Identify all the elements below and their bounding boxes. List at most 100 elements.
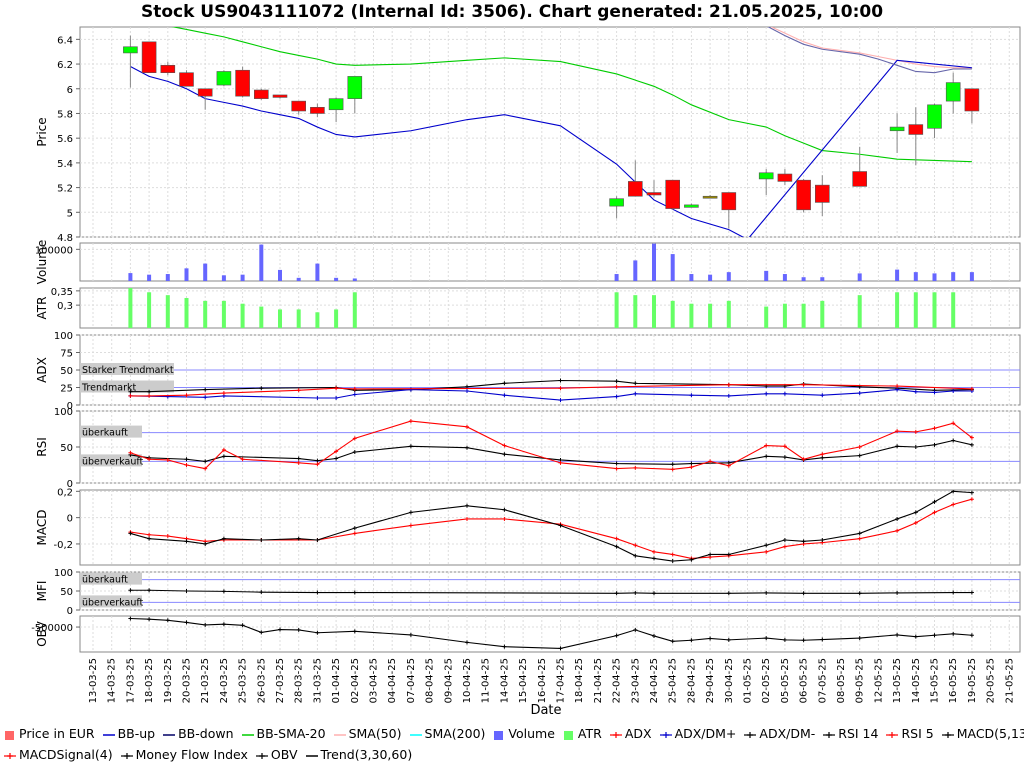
- atr-bar: [782, 303, 787, 328]
- rsi5-line-point: [147, 457, 152, 462]
- adx-y-tick-label: 100: [54, 331, 73, 342]
- volume-panel-frame: [79, 242, 1021, 282]
- rsi14-line-point: [913, 445, 918, 449]
- legend-label: RSI 14: [838, 726, 879, 741]
- x-tick-label: 01-05-25: [743, 658, 754, 703]
- obv-line-point: [951, 631, 956, 636]
- atr-y-axis-label: ATR: [35, 297, 49, 320]
- macd-line-point: [726, 552, 731, 557]
- grid-layer: [76, 27, 1020, 652]
- x-tick-label: 16-04-25: [537, 658, 548, 703]
- macd-y-tick-label: 0,2: [57, 487, 73, 498]
- legend-swatch-icon: [886, 731, 899, 738]
- obv-line-point: [184, 620, 189, 625]
- x-tick-label: 03-04-25: [369, 658, 380, 703]
- mfi-line-point: [969, 590, 974, 595]
- rsi14-line-point: [184, 457, 189, 462]
- candle-body: [758, 172, 774, 180]
- atr-bar: [951, 292, 956, 328]
- adx-guide-label-bg: [80, 363, 174, 375]
- dm-plus-line-point: [203, 395, 208, 400]
- atr-bar: [352, 292, 357, 328]
- price-y-tick-label: 5: [67, 208, 73, 219]
- macd-line-point: [221, 536, 226, 541]
- rsi14-line-point: [502, 452, 507, 457]
- legend-label: Money Flow Index: [135, 747, 248, 762]
- adx-line-point: [184, 393, 189, 398]
- atr-bar: [315, 312, 320, 328]
- x-tick-label: 06-05-25: [799, 658, 810, 703]
- dm-minus-line-point: [203, 387, 208, 392]
- atr-bar: [895, 292, 900, 328]
- x-tick-label: 11-04-25: [481, 658, 492, 703]
- x-tick-label: 07-05-25: [817, 658, 828, 703]
- legend-item: ATR: [563, 726, 602, 741]
- macd-signal-line-point: [951, 502, 956, 507]
- x-tick-label: 30-04-25: [724, 658, 735, 703]
- atr-bar: [670, 300, 675, 328]
- volume-bar: [633, 260, 638, 281]
- legend-swatch-marker: [944, 731, 951, 738]
- legend-label: Volume: [508, 726, 555, 741]
- obv-line-point: [670, 639, 675, 644]
- volume-bar: [782, 274, 787, 281]
- x-tick-label: 17-04-25: [556, 658, 567, 703]
- macd-line-point: [913, 510, 918, 515]
- legend-item: ADX: [609, 726, 652, 741]
- candle-body: [627, 181, 643, 197]
- atr-bar: [259, 306, 264, 328]
- x-tick-label: 21-04-25: [593, 658, 604, 703]
- rsi14-line-point: [857, 453, 862, 458]
- mfi-line-point: [614, 591, 619, 596]
- volume-bar: [296, 277, 301, 281]
- price-y-tick-label: 6.4: [57, 35, 73, 46]
- dm-minus-line-point: [614, 379, 619, 384]
- bb-down-line: [767, 27, 972, 74]
- atr-bar: [913, 292, 918, 328]
- rsi-guide-label-bg: [80, 454, 142, 467]
- macd-line-point: [614, 544, 619, 549]
- legend-label: SMA(200): [424, 726, 486, 741]
- dm-plus-line-point: [764, 391, 769, 396]
- rsi5-line-point: [240, 457, 245, 462]
- dm-plus-line-point: [502, 393, 507, 398]
- dm-plus-line-point: [689, 393, 694, 398]
- sma50-line: [770, 27, 972, 69]
- candle-body: [216, 71, 232, 86]
- atr-bar: [184, 298, 189, 328]
- macd-signal-line-point: [670, 552, 675, 557]
- x-tick-label: 18-04-25: [574, 658, 585, 703]
- candle-body: [141, 41, 157, 74]
- dm-plus-line-point: [315, 396, 320, 400]
- rsi5-line-point: [334, 449, 339, 454]
- obv-line-point: [221, 622, 226, 627]
- rsi5-line-point: [315, 462, 320, 467]
- x-tick-label: 01-04-25: [331, 658, 342, 703]
- legend-label: ATR: [577, 726, 602, 741]
- obv-panel-frame: [79, 615, 1021, 653]
- obv-line-point: [408, 632, 413, 637]
- x-tick-label: 05-05-25: [780, 658, 791, 703]
- rsi5-line-point: [296, 460, 301, 465]
- legend-item: RSI 14: [823, 726, 878, 741]
- mfi-y-axis-label: MFI: [35, 581, 49, 602]
- atr-bar: [240, 303, 245, 328]
- rsi5-line-point: [221, 447, 226, 452]
- x-tick-label: 20-05-25: [986, 658, 997, 703]
- rsi5-line-point: [969, 435, 974, 440]
- rsi14-line-point: [334, 456, 339, 461]
- rsi14-line-point: [951, 438, 956, 443]
- macd-line-point: [895, 516, 900, 521]
- obv-line-point: [857, 636, 862, 641]
- obv-line-point: [147, 617, 152, 622]
- volume-y-axis-label: Volume: [35, 240, 49, 285]
- rsi5-line-point: [465, 424, 469, 429]
- candle-body: [684, 204, 699, 208]
- volume-bar: [184, 268, 189, 281]
- legend-label: MACD(5,13): [956, 726, 1024, 741]
- candle-body: [796, 179, 811, 211]
- legend-swatch-marker: [258, 752, 265, 759]
- obv-line-point: [652, 633, 656, 638]
- macd-line-point: [465, 503, 469, 508]
- obv-line-point: [278, 627, 282, 632]
